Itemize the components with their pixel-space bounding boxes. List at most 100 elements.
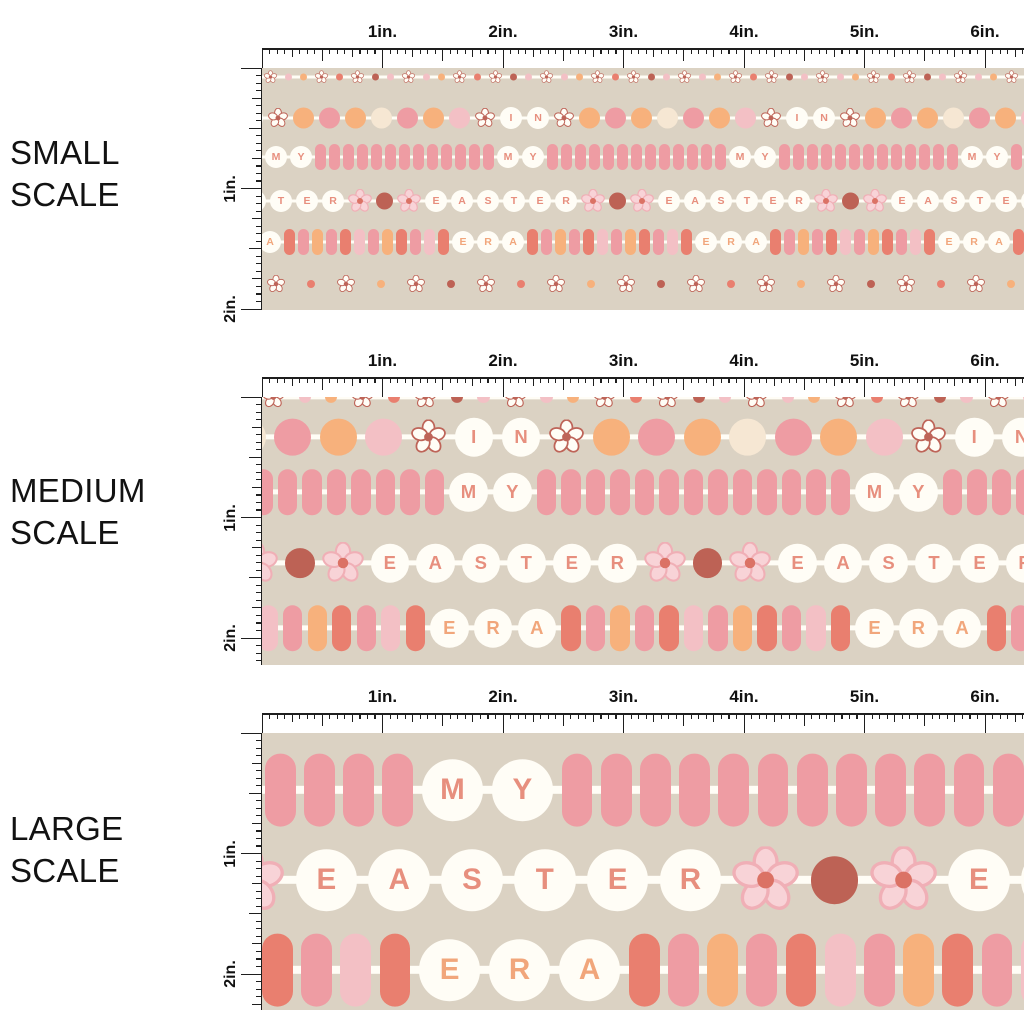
ruler-tick [502,713,504,733]
ruler-tick [255,988,261,990]
bead-pill [645,144,656,170]
bead-circle [774,418,812,456]
ruler-tick [255,225,261,227]
bead-dot [438,73,445,81]
bead-circle [865,418,903,456]
ruler-tick [690,377,692,383]
ruler-label: 3in. [608,22,639,41]
ruler-tick [540,377,542,383]
ruler-tick [336,377,338,383]
bead-pill [821,144,832,170]
ruler-tick [502,48,504,68]
ruler-tick [675,377,677,383]
ruler-tick [255,90,261,92]
bead-letter: A [942,608,982,648]
bead-dot [285,73,292,81]
bead-letter: N [1002,417,1024,457]
bead-letter: R [963,231,985,253]
ruler-tick [404,48,406,54]
flower-icon [630,189,654,213]
bead-dot [510,73,517,81]
bead-dot [307,280,315,288]
bead-circle [865,107,886,129]
ruler-tick [976,377,979,383]
bead-pill [653,229,664,255]
ruler-tick [735,48,738,54]
ruler-tick [939,713,941,719]
bead-pill [610,605,630,651]
flower-icon [757,275,775,293]
ruler-tick [255,411,261,413]
bead-pill [905,144,916,170]
bead-pill [343,144,354,170]
flower-icon [954,70,967,84]
bead-pill [424,469,444,515]
bead-letter: M [961,146,983,168]
bead-circle [449,107,470,129]
ruler-tick [570,48,572,54]
ruler-tick [255,755,261,757]
ruler-tick [713,377,715,386]
ruler-tick [758,48,760,54]
bead-letter: A [684,190,706,212]
bead-pill [340,933,372,1007]
ruler-tick [645,48,647,54]
flower-icon [337,275,355,293]
ruler-tick [255,807,261,809]
ruler-tick [249,577,261,579]
bead-dot [692,397,705,404]
bead-pill [634,469,654,515]
ruler-tick [255,584,261,586]
bead-pill [668,933,699,1007]
flower-icon [453,70,466,84]
bead-pill [785,933,817,1007]
ruler-tick [796,48,798,54]
ruler-tick [255,950,261,952]
ruler-label: 1in. [222,839,239,868]
bead-dot [975,73,982,81]
bead-pill [849,144,860,170]
bead-circle [319,107,340,129]
bead-pill [781,605,801,651]
ruler-tick [1007,377,1009,383]
bead-pill [326,229,337,255]
ruler-tick [261,713,263,733]
flower-icon [351,70,364,84]
bead-pill [329,144,340,170]
ruler-tick [255,554,261,556]
ruler-tick [864,48,866,68]
bead-pill [806,605,826,651]
ruler-tick [841,377,843,383]
bead-pill [991,469,1011,515]
ruler-tick [705,377,707,383]
ruler-label: 6in. [970,22,1000,41]
horizontal-ruler: 1in. 2in. 3in. 4in. 5in. 6in. [261,351,1024,397]
bead-pill [343,753,374,827]
bead-pill [896,229,907,255]
bead-dot [781,397,794,404]
ruler-tick [781,713,783,719]
ruler-tick [607,713,610,719]
bead-dot [867,280,875,288]
ruler-tick [359,713,361,719]
bead-circle [735,107,756,129]
ruler-tick [255,629,261,632]
bead-pill [424,229,435,255]
bead-letter: S [262,190,266,212]
ruler-tick [585,713,587,719]
bead-pill [455,144,466,170]
bead-letter: R [788,190,810,212]
ruler-tick [690,48,692,54]
ruler-tick [276,713,278,719]
ruler-tick [735,713,738,719]
bead-circle [319,418,357,456]
bead-letter: A [451,190,473,212]
ruler-tick [969,48,971,54]
bead-pill [807,144,818,170]
bead-pill [469,144,480,170]
ruler-tick [570,377,572,383]
ruler-tick [291,377,293,386]
bead-pill [628,933,660,1007]
ruler-tick [255,300,261,303]
ruler-tick [314,48,316,54]
